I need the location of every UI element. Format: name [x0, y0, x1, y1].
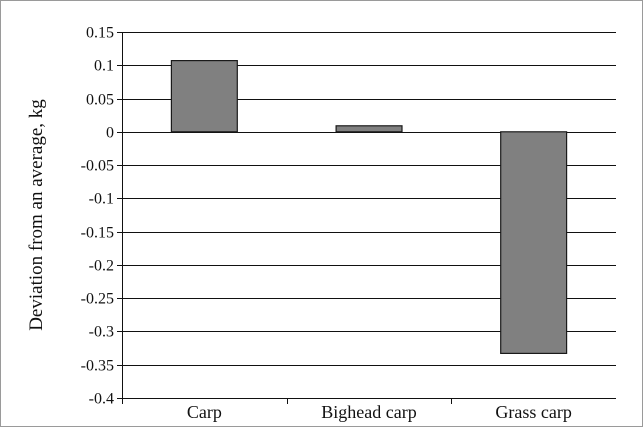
y-tick-label: -0.25 [81, 291, 114, 308]
axes [117, 32, 452, 404]
y-tick-label: 0.1 [94, 58, 114, 75]
y-tick-label: -0.15 [81, 225, 114, 242]
y-tick-label: -0.2 [89, 258, 114, 275]
y-tick-label: 0.05 [86, 92, 114, 109]
y-tick-label: -0.35 [81, 358, 114, 375]
category-labels: Carp Bighead carp Grass carp [187, 402, 572, 422]
y-tick-label: -0.3 [89, 324, 114, 341]
bar-carp [170, 59, 238, 133]
bar-bighead-carp [335, 125, 403, 133]
y-tick-label: 0 [106, 125, 114, 142]
y-tick-labels: 0.15 0.1 0.05 0 -0.05 -0.1 -0.15 -0.2 -0.25 -0.3 -… [81, 25, 114, 408]
y-tick-label: -0.1 [89, 191, 114, 208]
x-category-label: Carp [187, 402, 222, 422]
y-axis-title: Deviation from an average, kg [26, 99, 47, 331]
y-tick-label: -0.4 [89, 391, 114, 408]
bar-grass-carp [500, 131, 568, 355]
x-category-label: Grass carp [495, 402, 571, 422]
y-tick-label: 0.15 [86, 25, 114, 42]
bars [170, 59, 568, 355]
x-category-label: Bighead carp [321, 402, 416, 422]
y-tick-label: -0.05 [81, 158, 114, 175]
